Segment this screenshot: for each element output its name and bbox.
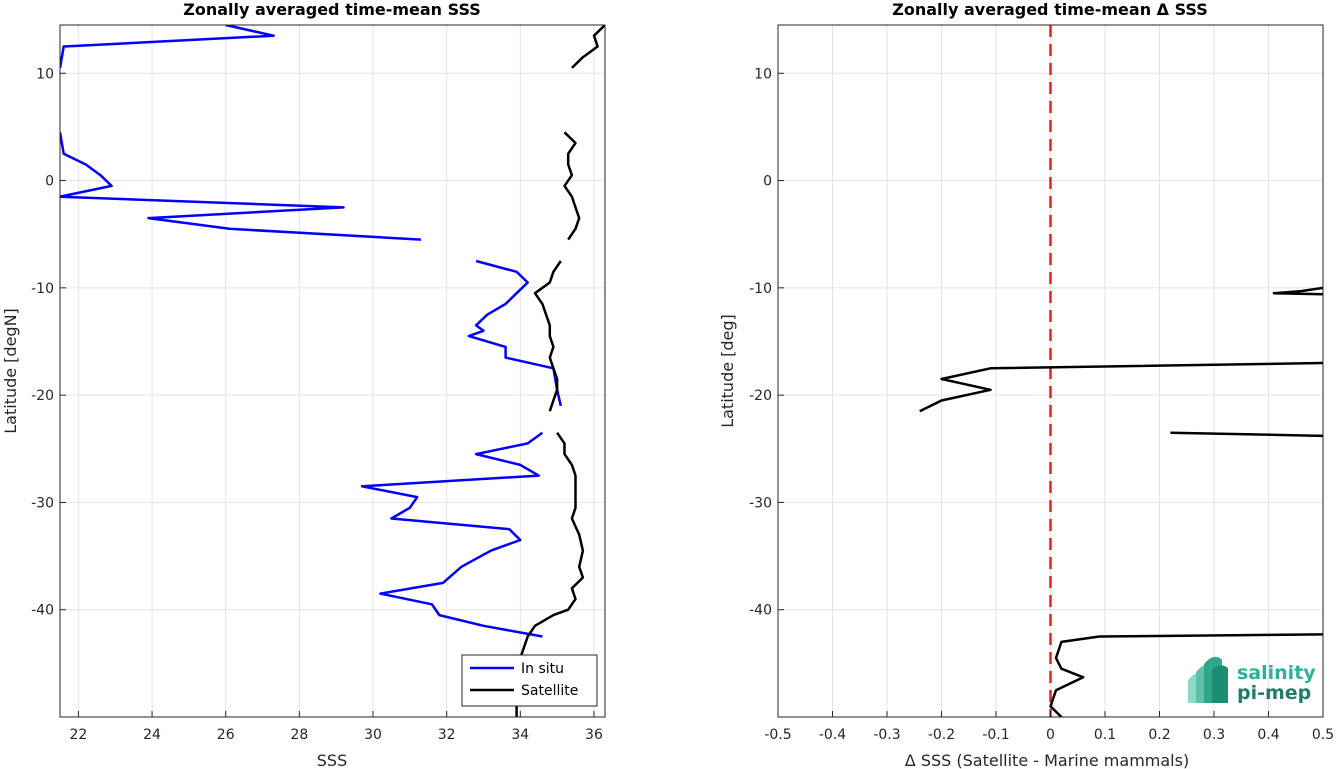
- x-tick-label: -0.4: [819, 727, 846, 743]
- left-plot-border: [59, 24, 606, 718]
- satellite-series-line: [563, 131, 581, 241]
- x-tick-label: 0.4: [1257, 727, 1279, 743]
- left-grid: [60, 25, 605, 717]
- left-chart-title: Zonally averaged time-mean SSS: [183, 0, 481, 19]
- x-tick-label: 24: [143, 727, 161, 743]
- left-plot-area: [60, 25, 605, 717]
- y-tick-label: 0: [763, 174, 772, 190]
- x-tick-label: 34: [511, 727, 529, 743]
- right-x-axis-label: Δ SSS (Satellite - Marine mammals): [905, 751, 1189, 769]
- legend-box: [461, 654, 598, 707]
- legend-insitu-label: In situ: [521, 661, 564, 677]
- satellite-series-line: [571, 25, 605, 69]
- y-tick-label: 10: [754, 66, 772, 82]
- x-tick-label: 28: [290, 727, 308, 743]
- in-situ-series-line: [467, 259, 563, 407]
- logo-line2: pi-mep: [1237, 682, 1311, 704]
- right-series-lines: [919, 25, 1323, 717]
- x-tick-label: 0.1: [1094, 727, 1116, 743]
- legend: In situ Satellite: [461, 654, 598, 707]
- y-tick-label: -40: [31, 603, 54, 619]
- y-tick-label: -20: [749, 388, 772, 404]
- y-tick-label: -10: [749, 281, 772, 297]
- y-tick-label: -30: [749, 495, 772, 511]
- x-tick-label: -0.5: [764, 727, 791, 743]
- left-y-axis-label: Latitude [degN]: [1, 308, 20, 434]
- right-y-axis-label: Latitude [deg]: [718, 314, 737, 428]
- delta-sss-panel: Zonally averaged time-mean Δ SSS -0.5 -0.…: [718, 0, 1334, 769]
- x-tick-label: 0.3: [1203, 727, 1225, 743]
- satellite-series-line: [533, 260, 562, 412]
- x-tick-label: 0.5: [1312, 727, 1334, 743]
- y-tick-label: -20: [31, 388, 54, 404]
- y-tick-label: -40: [749, 603, 772, 619]
- delta-sss-series-line: [1272, 286, 1323, 296]
- x-tick-label: -0.1: [982, 727, 1009, 743]
- y-tick-label: 0: [45, 174, 54, 190]
- logo-line1: salinity: [1237, 662, 1316, 684]
- x-tick-label: -0.3: [873, 727, 900, 743]
- delta-sss-series-line: [1049, 633, 1323, 717]
- x-tick-label: -0.2: [928, 727, 955, 743]
- y-tick-label: -30: [31, 495, 54, 511]
- in-situ-series-line: [360, 431, 544, 638]
- x-tick-label: 22: [69, 727, 87, 743]
- in-situ-series-line: [60, 132, 421, 241]
- x-tick-label: 26: [217, 727, 235, 743]
- left-tick-labels: 22 24 26 28 30 32 34 36 -40 -30 -20 -10 0 10: [31, 66, 603, 743]
- right-chart-title: Zonally averaged time-mean Δ SSS: [892, 0, 1208, 19]
- right-tick-labels: -0.5 -0.4 -0.3 -0.2 -0.1 0 0.1 0.2 0.3 0.4 0.5 -40 -…: [749, 66, 1334, 743]
- x-tick-label: 32: [438, 727, 456, 743]
- y-tick-label: -10: [31, 281, 54, 297]
- salinity-pi-mep-logo: salinity pi-mep: [1188, 656, 1316, 704]
- in-situ-series-line: [60, 25, 275, 69]
- legend-satellite-label: Satellite: [521, 683, 578, 699]
- x-tick-label: 0: [1046, 727, 1055, 743]
- left-x-axis-label: SSS: [317, 751, 347, 769]
- x-tick-label: 0.2: [1148, 727, 1170, 743]
- sss-panel: Zonally averaged time-mean SSS 22 24 26 28 3…: [1, 0, 606, 769]
- logo-wave-icon: [1188, 656, 1228, 703]
- x-tick-label: 36: [585, 727, 603, 743]
- x-tick-label: 30: [364, 727, 382, 743]
- y-tick-label: 10: [36, 66, 54, 82]
- delta-sss-series-line: [1170, 431, 1323, 438]
- delta-sss-series-line: [919, 361, 1323, 413]
